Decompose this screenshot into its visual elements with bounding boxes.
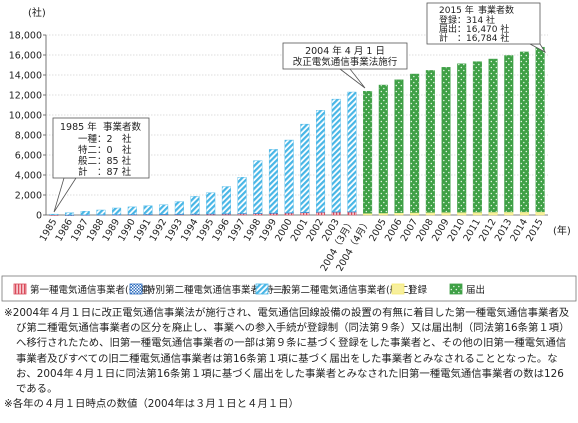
bar-segment — [316, 110, 326, 213]
bar-segment — [300, 123, 310, 213]
callout-1985-row: 計 ：87 社 — [78, 166, 132, 178]
footnotes: ※2004年４月１日に改正電気通信事業法が施行され、電気通信回線設備の設置の有無… — [4, 306, 574, 412]
callout-2015-box — [426, 2, 541, 45]
y-tick-label: 14,000 — [9, 71, 42, 82]
legend-swatch — [449, 283, 463, 295]
legend: 第一種電気通信事業者(一種)特別第二種電気通信事業者(特二)一般第二種電気通信事… — [1, 275, 577, 302]
legend-frame — [1, 275, 577, 302]
bar-segment — [331, 98, 341, 212]
y-tick-label: 18,000 — [9, 31, 42, 42]
legend-label: 特別第二種電気通信事業者(特二) — [146, 284, 286, 296]
bar-segment — [268, 149, 278, 214]
bar-segment — [488, 211, 498, 216]
bar-segment — [519, 211, 529, 216]
x-unit-label: (年) — [553, 224, 571, 237]
y-tick-label: 16,000 — [9, 51, 42, 62]
bar-segment — [441, 212, 451, 216]
bars — [49, 46, 545, 216]
bar-segment — [535, 46, 545, 213]
bar-segment — [472, 61, 482, 213]
bar-segment — [206, 192, 216, 214]
footnote-main: ※2004年４月１日に改正電気通信事業法が施行され、電気通信回線設備の設置の有無… — [4, 307, 570, 396]
bar-segment — [519, 51, 529, 213]
bar-segment — [190, 196, 200, 215]
y-tick-label: 2,000 — [15, 191, 42, 202]
bar-segment — [363, 212, 373, 216]
callout-2004-line1: 2004 年 4 月 1 日 — [305, 45, 385, 57]
bar-segment — [472, 211, 482, 216]
callout-2004: 2004 年 4 月 1 日 改正電気通信事業法施行 — [282, 42, 408, 89]
y-tick-label: 8,000 — [15, 131, 42, 142]
bar-segment — [410, 73, 420, 213]
bar-segment — [96, 209, 106, 215]
bar-segment — [457, 211, 467, 216]
bar-segment — [65, 212, 75, 216]
legend-label: 登録 — [408, 284, 428, 296]
x-axis: 1985198619871988198919901991199219931994… — [38, 217, 546, 274]
bar-segment — [363, 90, 373, 214]
callout-2015-row: 登録：314 社 — [439, 14, 495, 26]
bar-segment — [410, 212, 420, 216]
footnote-sub: ※各年の４月１日時点の数値（2004年は３月１日と４月１日） — [4, 398, 299, 411]
bar-segment — [457, 63, 467, 213]
callout-2015-row: 届出：16,470 社 — [439, 23, 509, 35]
callout-2015-head: 事業者数 — [478, 4, 514, 16]
bar-segment — [441, 67, 451, 213]
callout-2004-box — [282, 42, 408, 70]
callout-2004-line2: 改正電気通信事業法施行 — [293, 56, 398, 68]
legend-label: 届出 — [466, 284, 485, 296]
bar-segment — [425, 70, 435, 213]
callout-1985-year: 1985 年 — [60, 121, 97, 133]
y-tick-label: 10,000 — [9, 111, 42, 122]
bar-segment — [284, 139, 294, 213]
callout-1985-row: 般二：85 社 — [78, 155, 132, 167]
legend-swatch — [129, 283, 143, 295]
bar-segment — [504, 211, 514, 216]
legend-swatch — [255, 283, 269, 295]
y-tick-label: 12,000 — [9, 91, 42, 102]
bar-segment — [49, 213, 59, 216]
legend-label: 第一種電気通信事業者(一種) — [30, 284, 151, 296]
callout-2015-year: 2015 年 — [439, 4, 474, 16]
bar-segment — [378, 84, 388, 214]
bar-segment — [159, 204, 169, 215]
legend-label: 一般第二種電気通信事業者(般二) — [272, 284, 412, 296]
bar-segment — [174, 201, 184, 215]
bar-segment — [347, 91, 357, 212]
legend-swatch — [391, 283, 405, 295]
bar-segment — [378, 212, 388, 216]
y-unit-label: (社) — [28, 6, 46, 19]
bar-segment — [221, 186, 231, 214]
bar-segment — [143, 205, 153, 215]
bar-segment — [237, 177, 247, 214]
bar-segment — [504, 55, 514, 213]
bar-segment — [488, 58, 498, 213]
callout-1985-row: 特二：0 社 — [78, 144, 132, 156]
callout-1985-head: 事業者数 — [103, 121, 142, 133]
bar-segment — [80, 210, 90, 215]
callout-1985-row: 一種：2 社 — [78, 133, 132, 145]
bar-segment — [394, 79, 404, 213]
y-tick-label: 0 — [36, 211, 42, 222]
bar-segment — [253, 160, 263, 214]
callout-2015-row: 計 ：16,784 社 — [439, 32, 509, 44]
bar-segment — [425, 212, 435, 216]
callout-1985-box — [52, 117, 150, 179]
y-axis: 0 2,000 4,000 6,000 8,000 10,000 12,000 14,000 1… — [9, 31, 46, 222]
callout-1985: 1985 年 事業者数 一種：2 社 特二：0 社 般二：85 社 計 ：87 … — [52, 117, 150, 213]
bar-segment — [535, 211, 545, 216]
bar-segment — [112, 207, 122, 215]
y-tick-label: 6,000 — [15, 151, 42, 162]
legend-swatch — [13, 283, 27, 295]
bar-segment — [394, 212, 404, 216]
y-tick-label: 4,000 — [15, 171, 42, 182]
callout-2015: 2015 年 事業者数 登録：314 社 届出：16,470 社 計 ：16,7… — [426, 2, 547, 54]
bar-segment — [127, 206, 137, 215]
